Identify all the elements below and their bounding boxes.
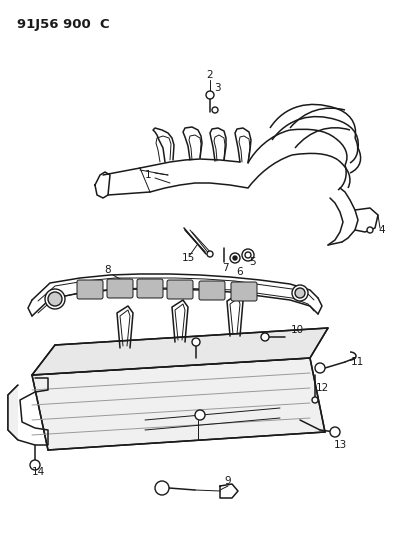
- Circle shape: [261, 333, 269, 341]
- Circle shape: [245, 252, 251, 258]
- Circle shape: [230, 253, 240, 263]
- Text: 91J56 900  C: 91J56 900 C: [17, 18, 110, 31]
- FancyBboxPatch shape: [107, 279, 133, 298]
- Circle shape: [295, 288, 305, 298]
- FancyBboxPatch shape: [231, 282, 257, 301]
- Circle shape: [207, 251, 213, 257]
- Circle shape: [30, 460, 40, 470]
- Circle shape: [206, 91, 214, 99]
- Text: 3: 3: [214, 83, 220, 93]
- Circle shape: [45, 289, 65, 309]
- Text: 12: 12: [316, 383, 328, 393]
- Circle shape: [242, 249, 254, 261]
- Circle shape: [312, 397, 318, 403]
- Circle shape: [155, 481, 169, 495]
- Circle shape: [233, 256, 237, 260]
- FancyBboxPatch shape: [137, 279, 163, 298]
- Text: 8: 8: [105, 265, 111, 275]
- Circle shape: [292, 285, 308, 301]
- Circle shape: [212, 107, 218, 113]
- Text: 6: 6: [237, 267, 243, 277]
- Text: 10: 10: [291, 325, 304, 335]
- Text: 9: 9: [225, 476, 231, 486]
- FancyBboxPatch shape: [167, 280, 193, 299]
- Text: 7: 7: [222, 263, 229, 273]
- Text: 11: 11: [350, 357, 364, 367]
- FancyBboxPatch shape: [199, 281, 225, 300]
- Circle shape: [195, 410, 205, 420]
- Text: 4: 4: [379, 225, 385, 235]
- Circle shape: [315, 363, 325, 373]
- Polygon shape: [32, 358, 325, 450]
- Circle shape: [192, 338, 200, 346]
- Text: 13: 13: [333, 440, 347, 450]
- Text: 14: 14: [31, 467, 45, 477]
- Text: 1: 1: [145, 170, 151, 180]
- Circle shape: [330, 427, 340, 437]
- PathPatch shape: [8, 385, 18, 440]
- Text: 15: 15: [181, 253, 195, 263]
- Polygon shape: [32, 328, 328, 375]
- Text: 2: 2: [207, 70, 213, 80]
- Text: 5: 5: [250, 257, 256, 267]
- Circle shape: [367, 227, 373, 233]
- FancyBboxPatch shape: [77, 280, 103, 299]
- Circle shape: [48, 292, 62, 306]
